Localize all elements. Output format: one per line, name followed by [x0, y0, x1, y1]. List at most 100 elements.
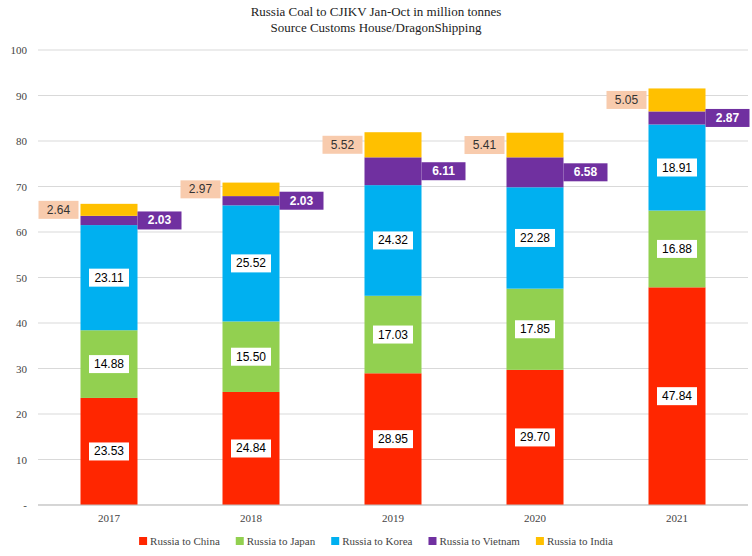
bar-segment	[507, 370, 564, 505]
data-label-box	[515, 229, 555, 247]
x-tick-label: 2018	[240, 512, 263, 524]
y-tick-label: 20	[16, 408, 28, 420]
x-tick-label: 2019	[382, 512, 405, 524]
y-tick-label: 70	[16, 181, 28, 193]
bar-segment	[81, 398, 138, 505]
legend-swatch	[331, 537, 339, 545]
data-label: 22.28	[520, 231, 550, 245]
legend: Russia to China Russia to Japan Russia to …	[139, 535, 613, 547]
y-tick-label: 60	[16, 226, 28, 238]
y-tick-label: 100	[11, 44, 28, 56]
bar-segment	[507, 157, 564, 187]
data-label-box	[657, 387, 697, 405]
y-tick-label: 30	[16, 363, 28, 375]
bar-segment	[81, 204, 138, 216]
data-label: 16.88	[662, 242, 692, 256]
data-label: 5.41	[473, 138, 497, 152]
data-label-box	[657, 159, 697, 177]
bar-segment	[81, 330, 138, 398]
data-label: 5.05	[615, 93, 639, 107]
data-label: 5.52	[331, 138, 355, 152]
bar-segment	[223, 196, 280, 205]
chart: Russia Coal to CJIKV Jan-Oct in million …	[0, 0, 752, 556]
data-label: 24.32	[378, 233, 408, 247]
bar-segment	[223, 205, 280, 321]
data-label-box	[515, 320, 555, 338]
legend-item: Russia to China	[139, 535, 220, 547]
bar-segment	[649, 88, 706, 111]
data-labels: 23.53 14.88 23.11 2.03 2.64 24.84 15.50 25.52 2.…	[39, 91, 750, 461]
y-tick-label: 90	[16, 90, 28, 102]
data-label: 2.03	[148, 213, 172, 227]
bar-segment	[365, 373, 422, 505]
legend-item: Russia to India	[536, 535, 613, 547]
bar-segment	[507, 289, 564, 370]
legend-swatch	[139, 537, 147, 545]
data-label: 6.58	[574, 165, 598, 179]
x-axis	[38, 505, 748, 506]
bar-segment	[649, 287, 706, 505]
y-tick-label: 10	[16, 454, 28, 466]
bar-segment	[365, 185, 422, 296]
grid-line	[38, 505, 748, 506]
legend-label: Russia to India	[547, 535, 613, 547]
data-label: 17.85	[520, 322, 550, 336]
data-label: 24.84	[236, 441, 266, 455]
data-label-box	[373, 430, 413, 448]
x-tick-label: 2017	[98, 512, 121, 524]
grid	[38, 50, 748, 505]
data-label-box	[373, 326, 413, 344]
subtitle: Source Customs House/DragonShipping	[271, 20, 482, 35]
data-label: 2.03	[290, 194, 314, 208]
legend-swatch	[536, 537, 544, 545]
title: Russia Coal to CJIKV Jan-Oct in million …	[251, 4, 502, 19]
data-label: 2.87	[716, 111, 740, 125]
data-label: 2.64	[47, 203, 71, 217]
data-label-box	[89, 355, 129, 373]
data-label: 6.11	[432, 164, 455, 178]
legend-swatch	[428, 537, 436, 545]
data-label-box	[373, 231, 413, 249]
legend-item: Russia to Korea	[331, 535, 412, 547]
legend-item: Russia to Vietnam	[428, 535, 520, 547]
bar-segment	[649, 124, 706, 210]
data-label-box	[515, 428, 555, 446]
bar-segment	[223, 183, 280, 197]
legend-label: Russia to Japan	[247, 535, 316, 547]
data-label-box	[706, 109, 750, 127]
bar-segment	[223, 321, 280, 392]
data-label: 2.97	[189, 182, 213, 196]
bar-segment	[81, 225, 138, 330]
data-label: 28.95	[378, 432, 408, 446]
data-label-box	[422, 162, 466, 180]
legend-label: Russia to Vietnam	[439, 535, 520, 547]
y-tick-label: 40	[16, 317, 28, 329]
data-label-box	[89, 269, 129, 287]
data-label-box	[280, 192, 324, 210]
data-label-box	[657, 240, 697, 258]
data-label-box	[231, 439, 271, 457]
data-label: 23.53	[94, 444, 124, 458]
data-label-box	[607, 91, 647, 109]
data-label: 23.11	[94, 271, 123, 285]
data-label-box	[39, 201, 79, 219]
data-label-box	[564, 163, 608, 181]
y-tick-label: 50	[16, 272, 28, 284]
bar-segment	[507, 133, 564, 158]
bar-segment	[81, 216, 138, 225]
grid-line	[38, 50, 748, 51]
data-label: 15.50	[236, 350, 266, 364]
bar-segment	[649, 111, 706, 124]
bar-segment	[365, 132, 422, 157]
bar-segment	[649, 211, 706, 288]
x-tick-label: 2020	[524, 512, 547, 524]
data-label: 14.88	[94, 357, 124, 371]
bar-segment	[507, 187, 564, 288]
bar-segment	[365, 296, 422, 373]
y-tick-label: 80	[16, 135, 28, 147]
data-label-box	[323, 136, 363, 154]
data-label: 47.84	[662, 389, 692, 403]
x-tick-label: 2021	[666, 512, 688, 524]
bar-segment	[223, 392, 280, 505]
data-label: 25.52	[236, 256, 266, 270]
